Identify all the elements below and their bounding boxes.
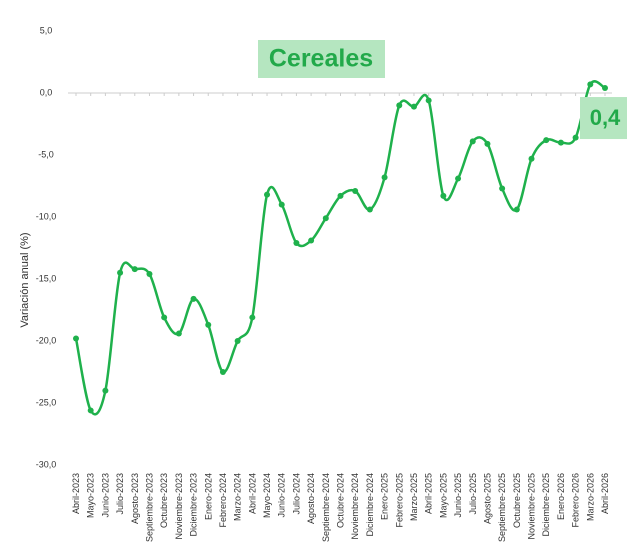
line <box>74 80 606 416</box>
point <box>175 330 182 337</box>
y-tick-label: 5,0 <box>40 25 53 35</box>
x-tick-label: Octubre-2023 <box>159 473 169 528</box>
point <box>219 369 226 375</box>
point <box>366 206 373 213</box>
point <box>602 85 608 92</box>
point <box>308 237 315 244</box>
y-tick-label: -25,0 <box>36 397 57 407</box>
chart-title: Cereales <box>269 45 373 73</box>
point <box>293 240 300 247</box>
x-tick-label: Octubre-2024 <box>336 473 346 528</box>
point <box>117 269 124 276</box>
x-tick-label: Agosto-2023 <box>130 473 140 524</box>
x-tick-label: Septiembre-2025 <box>497 473 507 542</box>
point <box>322 215 329 222</box>
point <box>87 407 94 414</box>
point <box>499 185 506 192</box>
point <box>381 174 388 181</box>
y-tick-label: -20,0 <box>36 335 57 345</box>
x-tick-label: Mayo-2024 <box>262 473 272 518</box>
x-tick-label: Diciembre-2024 <box>365 473 375 537</box>
y-tick-label: -10,0 <box>36 211 57 221</box>
x-tick-label: Octubre-2025 <box>512 473 522 528</box>
x-tick-label: Junio-2023 <box>100 473 110 518</box>
y-axis-label: Variación anual (%) <box>19 232 31 327</box>
x-tick-label: Septiembre-2024 <box>321 473 331 542</box>
x-tick-label: Febrero-2025 <box>394 473 404 528</box>
x-tick-label: Enero-2024 <box>203 473 213 520</box>
x-tick-label: Noviembre-2023 <box>174 473 184 540</box>
x-tick-label: Mayo-2023 <box>86 473 96 518</box>
x-tick-label: Febrero-2024 <box>218 473 228 528</box>
x-tick-label: Febrero-2026 <box>571 473 581 528</box>
point <box>205 321 212 328</box>
point <box>249 314 256 321</box>
x-tick-label: Abril-2024 <box>247 473 257 514</box>
point <box>557 139 564 146</box>
x-tick-label: Diciembre-2025 <box>541 473 551 537</box>
point <box>528 155 535 162</box>
x-tick-label: Julio-2025 <box>468 473 478 515</box>
point <box>102 387 109 394</box>
y-tick-label: -15,0 <box>36 273 57 283</box>
x-tick-label: Abril-2026 <box>600 473 610 514</box>
x-tick-label: Julio-2023 <box>115 473 125 515</box>
point <box>587 81 594 88</box>
point <box>543 137 550 144</box>
value-label: 0,4 <box>590 105 621 130</box>
point <box>352 187 359 194</box>
x-tick-label: Abril-2025 <box>424 473 434 514</box>
point <box>131 266 138 273</box>
x-tick-label: Enero-2025 <box>380 473 390 520</box>
point <box>73 335 79 342</box>
y-tick-label: -30,0 <box>36 459 57 469</box>
title-box <box>258 40 385 78</box>
x-tick-label: Septiembre-2023 <box>144 473 154 542</box>
point <box>425 97 432 104</box>
x-tick-label: Marzo-2026 <box>585 473 595 521</box>
x-tick-label: Agosto-2025 <box>482 473 492 524</box>
value-label-box <box>580 97 627 140</box>
point <box>513 206 520 213</box>
point <box>278 201 285 208</box>
point <box>410 103 417 110</box>
y-tick-label: 0,0 <box>40 87 53 97</box>
y-tick-label: -5,0 <box>38 149 54 159</box>
x-tick-label: Abril-2023 <box>71 473 81 514</box>
x-tick-label: Marzo-2024 <box>233 473 243 521</box>
point <box>396 102 403 109</box>
point <box>161 314 168 321</box>
x-tick-label: Junio-2025 <box>453 473 463 518</box>
x-tick-label: Junio-2024 <box>277 473 287 518</box>
x-tick-label: Diciembre-2023 <box>189 473 199 537</box>
point <box>469 138 476 145</box>
x-tick-label: Julio-2024 <box>291 473 301 515</box>
point <box>264 191 271 198</box>
point <box>234 338 241 344</box>
point <box>190 295 197 302</box>
x-tick-label: Mayo-2025 <box>438 473 448 518</box>
point <box>440 192 447 199</box>
point <box>146 271 153 278</box>
point <box>484 140 491 147</box>
x-tick-label: Marzo-2025 <box>409 473 419 521</box>
point <box>572 134 579 141</box>
x-tick-label: Enero-2026 <box>556 473 566 520</box>
x-tick-label: Agosto-2024 <box>306 473 316 524</box>
point <box>455 175 462 182</box>
x-tick-label: Noviembre-2025 <box>527 473 537 540</box>
point <box>337 192 344 199</box>
x-tick-label: Noviembre-2024 <box>350 473 360 540</box>
